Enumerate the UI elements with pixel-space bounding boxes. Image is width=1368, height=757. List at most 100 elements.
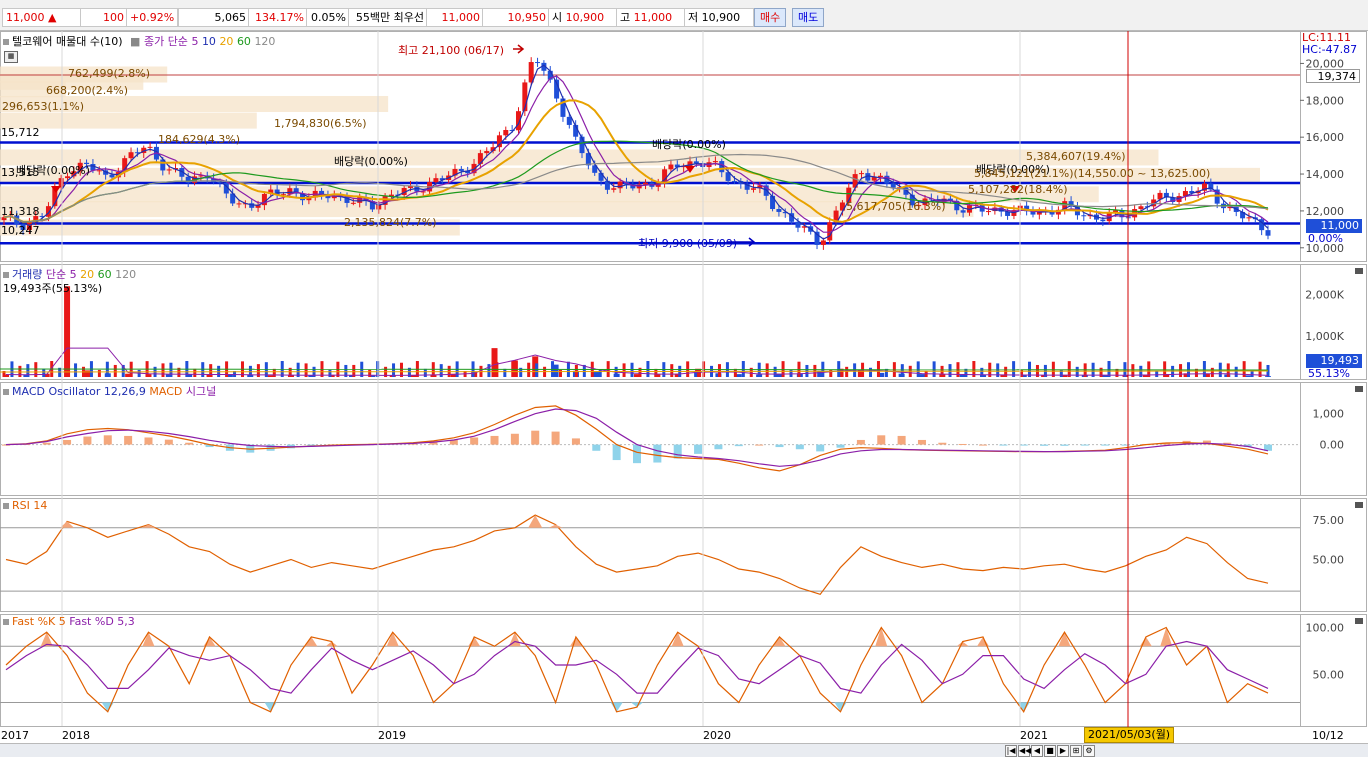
legend-ma10: 10 <box>201 35 216 48</box>
chart-area[interactable]: 20,000 18,000 16,000 14,000 12,000 10,000 2,00… <box>0 31 1368 743</box>
volume-bar <box>781 361 785 377</box>
macd-oscillator-bar <box>795 444 804 450</box>
volume-bar <box>1194 368 1198 377</box>
volume-bar <box>3 374 9 377</box>
legend-square-icon <box>3 503 9 509</box>
candle-body <box>858 173 864 175</box>
stop-icon[interactable]: ■ <box>1044 745 1056 757</box>
prev-page-icon[interactable]: ◀◀ <box>1018 745 1032 757</box>
macd-oscillator-bar <box>877 435 886 445</box>
volume-bar <box>423 368 427 377</box>
volume-bar <box>177 367 181 377</box>
candle-body <box>770 195 776 210</box>
legend-v60: 60 <box>97 268 112 281</box>
macd-oscillator-bar <box>205 444 214 448</box>
stoch-overbought-fill <box>956 641 969 647</box>
legend-square-icon <box>3 272 9 278</box>
x-label-2021: 2021 <box>1020 729 1048 742</box>
volume-bar <box>638 367 642 377</box>
candle-body <box>122 158 128 173</box>
first-page-icon[interactable]: |◀ <box>1005 745 1017 757</box>
legend-fast-d: Fast %D 5,3 <box>69 615 135 628</box>
macd-oscillator-bar <box>1060 444 1069 446</box>
candle-body <box>871 177 877 181</box>
panel-frame-macd <box>0 382 1367 496</box>
stoch-overbought-fill <box>386 632 399 647</box>
macd-signal-line <box>5 408 1269 467</box>
volume-ma20-line <box>0 370 1269 373</box>
volume-bar <box>511 360 518 377</box>
chart-svg[interactable]: 20,000 18,000 16,000 14,000 12,000 10,000 2,00… <box>0 31 1368 743</box>
candle-body <box>585 153 591 166</box>
candle-body <box>496 135 502 148</box>
grid-icon[interactable]: ▦ <box>4 51 18 63</box>
volume-bar <box>121 364 125 377</box>
candle-body <box>827 222 833 241</box>
candle-body <box>592 165 598 173</box>
zoom-icon[interactable]: ⊞ <box>1070 745 1082 757</box>
volume-bar <box>1020 369 1024 377</box>
candle-body <box>382 196 388 205</box>
candle-body <box>693 161 699 164</box>
macd-legend: MACD Oscillator 12,26,9 MACD 시그널 <box>3 383 216 399</box>
macd-oscillator-bar <box>185 442 194 445</box>
stoch-overbought-fill <box>1160 627 1173 647</box>
current-pct-tag: 0.00% <box>1308 232 1343 245</box>
volume-bar <box>161 363 165 377</box>
volume-bar <box>1012 361 1016 377</box>
volume-tick-label: 2,000K <box>1305 289 1344 302</box>
lc-label: LC:11.11 <box>1302 31 1352 44</box>
candle-body <box>319 190 325 195</box>
settings-icon[interactable]: ⚙ <box>1083 745 1095 757</box>
volume-bar <box>113 364 117 377</box>
candle-body <box>820 240 826 245</box>
min-label: 최저 9,900 (05/09) <box>638 237 738 250</box>
rsi-tick-label: 50.00 <box>1313 553 1345 566</box>
candle-body <box>757 185 763 189</box>
next-icon[interactable]: ▶ <box>1057 745 1069 757</box>
volume-bar <box>186 374 193 377</box>
sell-button[interactable]: 매도 <box>792 8 825 27</box>
vp-label-4: 1,794,830(6.5%) <box>274 117 367 130</box>
vp-label-2: 668,200(2.4%) <box>46 84 129 97</box>
macd-oscillator-bar <box>958 443 967 445</box>
volume-bar <box>328 369 332 377</box>
candle-body <box>484 151 490 154</box>
volume-current-pct: 55.13% <box>1308 367 1350 380</box>
volume-bar <box>64 286 71 377</box>
dividend-label-4: 배당락(0.00%) <box>976 163 1050 176</box>
candle-body <box>522 82 528 112</box>
macd-oscillator-bar <box>734 444 743 447</box>
candle-body <box>344 196 350 203</box>
x-label-2017: 2017 <box>1 729 29 742</box>
price-tick-label: 20,000 <box>1306 57 1345 70</box>
candle-body <box>979 204 985 212</box>
best-ask: 11,000 <box>426 8 484 27</box>
panel-collapse-icon <box>1355 386 1363 392</box>
candle-body <box>134 152 140 154</box>
buy-button[interactable]: 매수 <box>754 8 787 27</box>
volume-bar <box>352 364 356 377</box>
stoch-overbought-fill <box>142 632 155 647</box>
candle-body <box>147 146 153 148</box>
low-price: 저 10,900 <box>684 8 754 27</box>
prev-icon[interactable]: ◀ <box>1031 745 1043 757</box>
macd-oscillator-bar <box>856 439 865 445</box>
candle-body <box>96 170 102 172</box>
candle-body <box>795 221 801 228</box>
volume-bar <box>193 368 197 377</box>
volume-bar <box>344 364 348 377</box>
volume-bar <box>1179 364 1183 377</box>
rsi-overbought-fill <box>141 524 156 528</box>
volume-bar <box>450 373 457 377</box>
macd-oscillator-bar <box>979 444 988 446</box>
candle-body <box>45 206 51 217</box>
macd-oscillator-bar <box>571 438 580 445</box>
panel-frame-rsi <box>0 498 1367 612</box>
volume-profile-band <box>0 149 1159 166</box>
candle-body <box>39 216 45 218</box>
candle-body <box>719 161 725 173</box>
macd-oscillator-bar <box>63 439 72 445</box>
legend-macd: MACD <box>149 385 183 398</box>
candle-body <box>1163 192 1169 198</box>
